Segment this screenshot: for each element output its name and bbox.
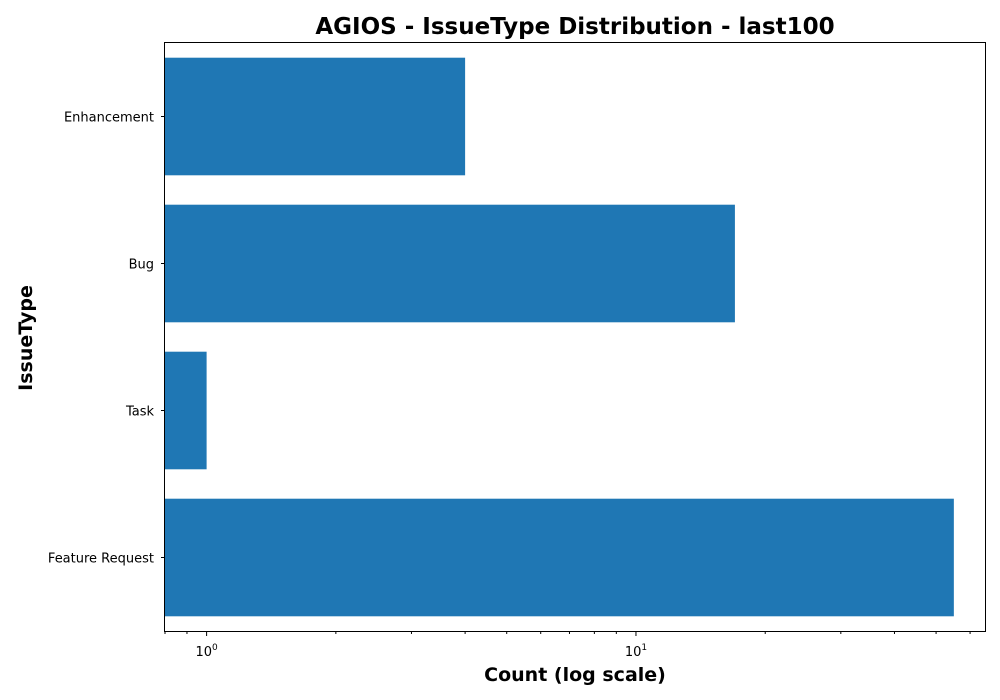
bars-layer: [165, 57, 954, 617]
x-axis-label: Count (log scale): [484, 664, 666, 686]
y-axis-label: IssueType: [15, 285, 37, 391]
x-tick-label: 100: [195, 643, 218, 660]
bar-task: [165, 351, 207, 470]
y-tick-label: Feature Request: [48, 552, 154, 567]
bar-feature-request: [165, 498, 954, 617]
bar-enhancement: [165, 57, 466, 176]
chart-title: AGIOS - IssueType Distribution - last100: [315, 14, 834, 40]
y-tick-label: Task: [125, 405, 155, 420]
x-tick-label: 101: [625, 643, 647, 660]
y-tick-label: Bug: [129, 258, 154, 273]
plot-frame: [164, 42, 986, 632]
bar-bug: [165, 204, 735, 323]
y-tick-label: Enhancement: [64, 111, 154, 126]
